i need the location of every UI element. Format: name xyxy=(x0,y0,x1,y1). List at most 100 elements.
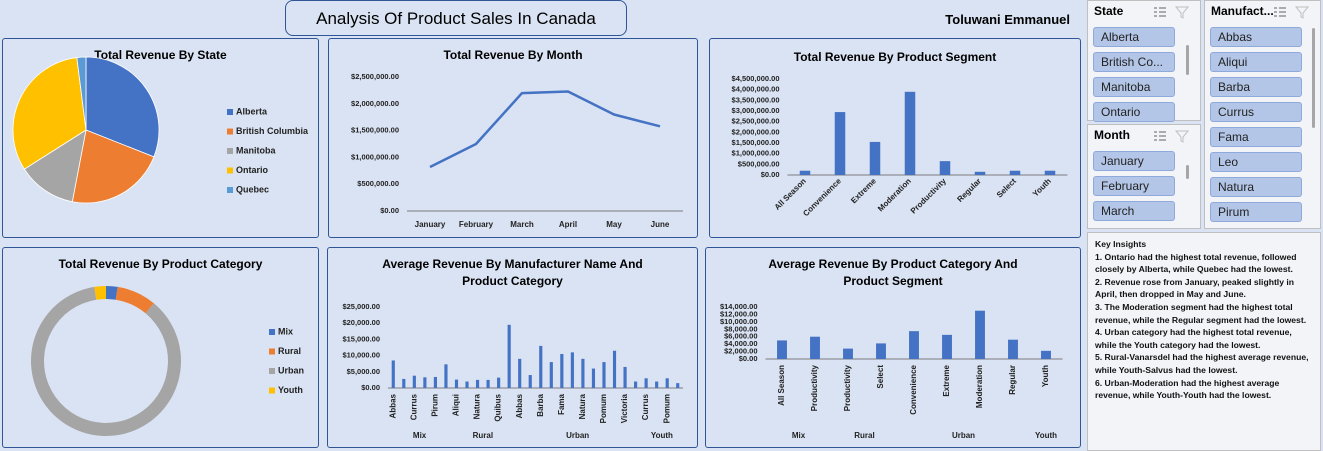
x-tick-label: All Season xyxy=(773,176,808,211)
group-label: Mix xyxy=(792,431,806,440)
slicer-item[interactable]: Natura xyxy=(1210,177,1302,197)
bar xyxy=(433,376,437,388)
slicer-title: Month xyxy=(1094,128,1130,142)
slicer-icons xyxy=(1154,130,1190,143)
slicer-item[interactable]: Abbas xyxy=(1210,27,1302,47)
x-tick-label: Moderation xyxy=(975,365,984,408)
slicer-item[interactable]: Aliqui xyxy=(1210,52,1302,72)
bar xyxy=(507,324,511,388)
chart: $0.00$2,000.00$4,000.00$6,000.00$8,000.0… xyxy=(720,302,1063,440)
chart: Mix Rural Urban Youth xyxy=(30,286,304,436)
slicer-item[interactable]: January xyxy=(1093,151,1175,171)
x-tick-label: Quibus xyxy=(494,393,503,421)
bar xyxy=(465,381,469,388)
chart-title: Total Revenue By Product Category xyxy=(58,257,263,271)
group-label: Rural xyxy=(473,431,493,440)
insight: 2. Revenue rose from January, peaked sli… xyxy=(1095,276,1294,300)
y-tick-label: $1,500,000.00 xyxy=(351,126,399,135)
slicer-item[interactable]: Barba xyxy=(1210,77,1302,97)
bar xyxy=(876,343,886,359)
chart-title: Total Revenue By State xyxy=(94,48,227,62)
bar xyxy=(799,170,811,175)
y-tick-label: $3,500,000.00 xyxy=(732,95,780,104)
x-tick-label: April xyxy=(559,220,577,229)
bar xyxy=(454,379,459,388)
x-tick-label: Natura xyxy=(473,393,482,419)
bar xyxy=(834,112,846,175)
bar xyxy=(644,378,648,388)
y-tick-label: $1,000,000.00 xyxy=(732,149,780,158)
donut-slice xyxy=(115,286,154,314)
chart: $0.00 $5,000.00 $10,000.00 $15,000.00 $20,00… xyxy=(342,302,683,440)
y-tick-label: $10,000.00 xyxy=(342,351,380,360)
slicer-item[interactable]: February xyxy=(1093,176,1175,196)
group-label: Rural xyxy=(854,431,874,440)
y-tick-label: $2,000,000.00 xyxy=(732,127,780,136)
legend-label: Alberta xyxy=(236,106,268,116)
y-tick-label: $14,000.00 xyxy=(720,302,758,311)
bar xyxy=(412,375,416,388)
slicer-item[interactable]: Ontario xyxy=(1093,102,1175,122)
donut-slice xyxy=(94,286,106,300)
scrollbar xyxy=(1312,28,1315,128)
legend-swatch xyxy=(269,329,275,335)
group-label: Mix xyxy=(413,431,427,440)
x-tick-label: Youth xyxy=(1031,176,1053,198)
y-tick-label: $20,000.00 xyxy=(342,318,380,327)
x-tick-label: Abbas xyxy=(388,393,397,418)
y-tick-label: $4,500,000.00 xyxy=(732,74,780,83)
dashboard-title: Analysis Of Product Sales In Canada xyxy=(285,0,627,36)
x-tick-label: Pomum xyxy=(599,394,608,423)
slicer-item[interactable]: Currus xyxy=(1210,102,1302,122)
insight: 6. Urban-Moderation had the highest aver… xyxy=(1095,377,1280,401)
bar xyxy=(581,358,585,388)
legend-label: British Columbia xyxy=(236,126,309,136)
chart-panel: Total Revenue By Product Segment $0.00 $50… xyxy=(709,38,1081,238)
donut-slice xyxy=(30,286,181,436)
bar xyxy=(602,362,606,388)
chart: $0.00$500,000.00$1,000,000.00$1,500,000.… xyxy=(351,72,683,229)
bar xyxy=(612,350,617,388)
y-tick-label: $8,000.00 xyxy=(724,324,757,333)
legend-label: Rural xyxy=(278,346,301,356)
y-tick-label: $500,000.00 xyxy=(357,179,399,188)
x-tick-label: All Season xyxy=(777,365,786,406)
x-tick-label: Pomum xyxy=(662,394,671,423)
slicer-item[interactable]: Leo xyxy=(1210,152,1302,172)
insight: 1. Ontario had the highest total revenue… xyxy=(1095,251,1297,275)
x-tick-label: February xyxy=(459,220,494,229)
slicer-item[interactable]: Manitoba xyxy=(1093,77,1175,97)
insight: 4. Urban category had the highest total … xyxy=(1095,327,1292,350)
slicer-item[interactable]: Fama xyxy=(1210,127,1302,147)
y-tick-label: $6,000.00 xyxy=(724,332,757,341)
chart: $0.00$500,000.00$1,000,000.00$1,500,000.… xyxy=(732,74,1068,218)
legend-label: Quebec xyxy=(236,184,269,194)
line-series xyxy=(429,90,661,169)
scrollbar xyxy=(1186,45,1189,75)
slicer: State Alberta British Co... Manitoba Ontario xyxy=(1087,0,1201,122)
pie-slice xyxy=(71,129,155,204)
slicer-item[interactable]: Pirum xyxy=(1210,202,1302,222)
slicer-item[interactable]: British Co... xyxy=(1093,52,1175,72)
insight: 3. The Moderation segment had the highes… xyxy=(1095,301,1307,325)
bar xyxy=(528,375,532,388)
x-tick-label: Extreme xyxy=(849,176,878,205)
slicer-item[interactable]: March xyxy=(1093,201,1175,221)
legend-swatch xyxy=(227,148,233,154)
x-tick-label: Moderation xyxy=(876,176,913,213)
y-tick-label: $25,000.00 xyxy=(342,302,380,311)
slicer-item[interactable]: Alberta xyxy=(1093,27,1175,47)
legend-label: Mix xyxy=(278,326,293,336)
bar xyxy=(391,360,395,388)
y-tick-label: $0.00 xyxy=(361,383,380,392)
multi-select-icon xyxy=(1154,131,1166,141)
bar xyxy=(518,358,522,388)
insights-title: Key Insights xyxy=(1095,239,1147,249)
group-label: Urban xyxy=(952,431,975,440)
x-tick-label: Fama xyxy=(557,393,566,414)
author: Toluwani Emmanuel xyxy=(945,12,1070,27)
y-tick-label: $1,000,000.00 xyxy=(351,152,399,161)
group-label: Youth xyxy=(1035,431,1057,440)
y-tick-label: $1,500,000.00 xyxy=(732,138,780,147)
x-tick-label: June xyxy=(651,220,670,229)
